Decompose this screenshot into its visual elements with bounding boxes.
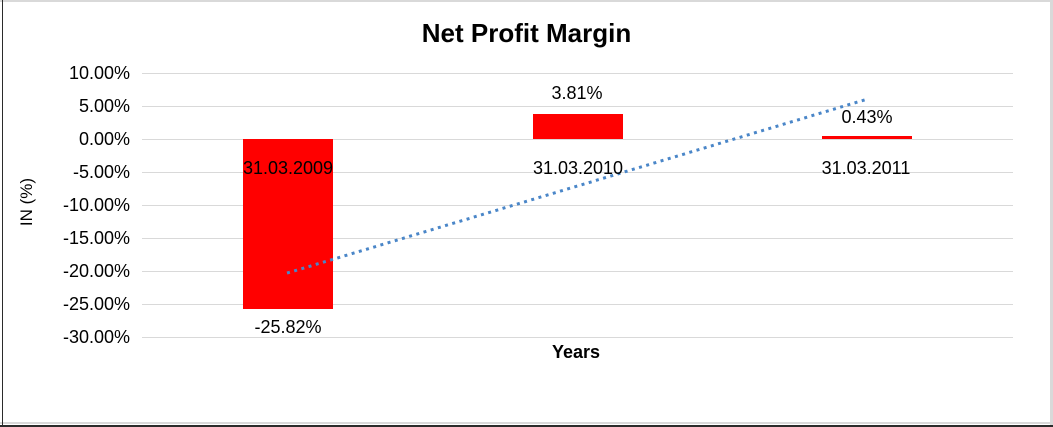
- gridline: [142, 172, 1013, 173]
- y-tick-label: -15.00%: [62, 228, 130, 248]
- gridline: [142, 106, 1013, 107]
- gridline: [142, 304, 1013, 305]
- y-tick-label: 5.00%: [78, 96, 130, 116]
- gridline-zero: [142, 139, 1013, 140]
- window-border-left: [2, 0, 3, 427]
- y-tick-label: -5.00%: [72, 162, 130, 182]
- gridline: [142, 205, 1013, 206]
- window-border-right: [1050, 0, 1053, 427]
- y-tick-label: 10.00%: [68, 63, 130, 83]
- y-tick-label: -10.00%: [62, 195, 130, 215]
- window-border-bottom-light: [0, 422, 1053, 424]
- value-label-2010: 3.81%: [551, 83, 603, 103]
- gridline: [142, 73, 1013, 74]
- y-tick-label: -20.00%: [62, 261, 130, 281]
- y-tick-label: -30.00%: [62, 327, 130, 347]
- bar-2009: [243, 139, 333, 310]
- window-border-top: [0, 0, 1053, 2]
- gridline: [142, 238, 1013, 239]
- bar-2010: [533, 113, 623, 139]
- gridline: [142, 271, 1013, 272]
- x-tick-label-2009: 31.03.2009: [242, 158, 334, 178]
- gridline: [142, 337, 1013, 338]
- value-label-2011: 0.43%: [841, 107, 893, 127]
- value-label-2009: -25.82%: [254, 317, 322, 337]
- x-tick-label-2011: 31.03.2011: [821, 158, 911, 178]
- window-border-bottom-dark: [0, 425, 1053, 427]
- bar-2011: [822, 136, 912, 139]
- y-tick-label: 0.00%: [78, 129, 130, 149]
- x-axis-title: Years: [551, 342, 601, 362]
- chart-title: Net Profit Margin: [421, 18, 632, 48]
- y-tick-label: -25.00%: [62, 294, 130, 314]
- x-tick-label-2010: 31.03.2010: [532, 158, 624, 178]
